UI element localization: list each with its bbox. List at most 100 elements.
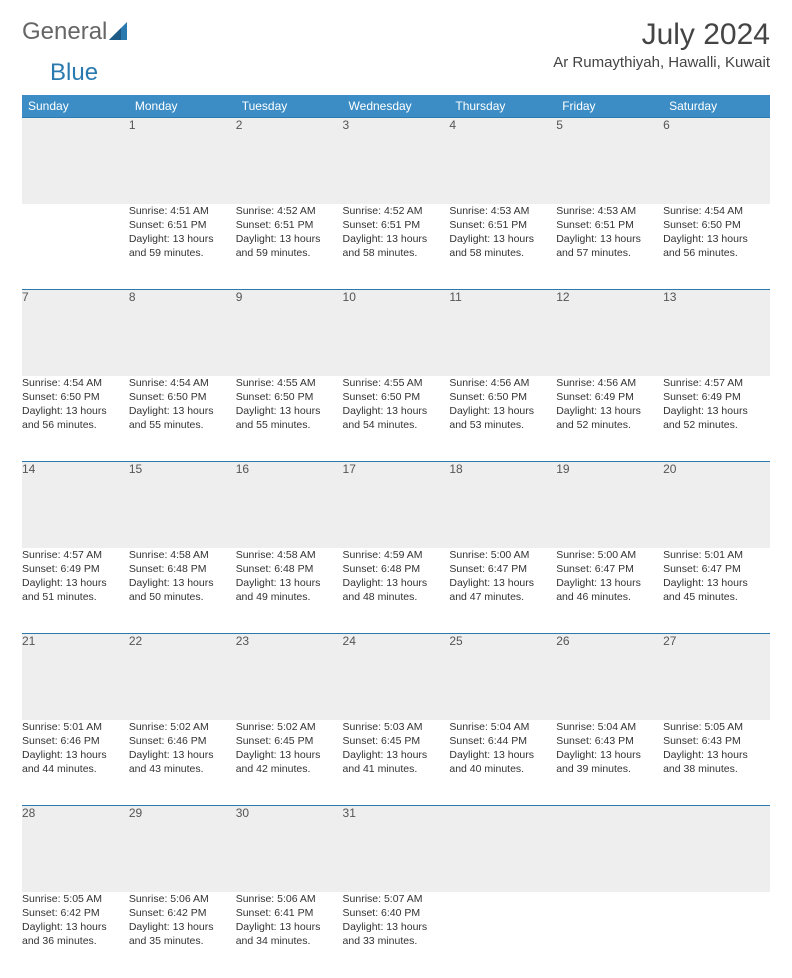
day-number: 6 bbox=[663, 118, 770, 204]
content-row: Sunrise: 5:05 AMSunset: 6:42 PMDaylight:… bbox=[22, 892, 770, 978]
day-line: Daylight: 13 hours bbox=[22, 576, 129, 590]
day-line: Sunset: 6:47 PM bbox=[663, 562, 770, 576]
day-line: Daylight: 13 hours bbox=[236, 576, 343, 590]
day-line: Sunrise: 5:05 AM bbox=[663, 720, 770, 734]
day-number: 1 bbox=[129, 118, 236, 204]
day-line: and 49 minutes. bbox=[236, 590, 343, 604]
day-line: and 55 minutes. bbox=[129, 418, 236, 432]
day-line: Sunrise: 4:59 AM bbox=[343, 548, 450, 562]
day-line: and 41 minutes. bbox=[343, 762, 450, 776]
day-number: 8 bbox=[129, 290, 236, 376]
content-row: Sunrise: 4:54 AMSunset: 6:50 PMDaylight:… bbox=[22, 376, 770, 462]
day-line: and 34 minutes. bbox=[236, 934, 343, 948]
day-line: and 52 minutes. bbox=[556, 418, 663, 432]
day-line: Daylight: 13 hours bbox=[556, 748, 663, 762]
day-line: Sunrise: 5:05 AM bbox=[22, 892, 129, 906]
day-cell bbox=[449, 892, 556, 978]
day-number: 29 bbox=[129, 806, 236, 892]
day-cell: Sunrise: 4:57 AMSunset: 6:49 PMDaylight:… bbox=[663, 376, 770, 462]
day-line: Daylight: 13 hours bbox=[129, 232, 236, 246]
day-line: Sunrise: 4:56 AM bbox=[556, 376, 663, 390]
day-number: 30 bbox=[236, 806, 343, 892]
day-line: Daylight: 13 hours bbox=[449, 404, 556, 418]
day-line: Sunrise: 5:06 AM bbox=[236, 892, 343, 906]
day-line: and 56 minutes. bbox=[22, 418, 129, 432]
day-line: and 44 minutes. bbox=[22, 762, 129, 776]
day-line: Sunrise: 4:56 AM bbox=[449, 376, 556, 390]
day-number: 18 bbox=[449, 462, 556, 548]
day-line: Daylight: 13 hours bbox=[129, 920, 236, 934]
day-line: and 47 minutes. bbox=[449, 590, 556, 604]
day-line: Sunset: 6:44 PM bbox=[449, 734, 556, 748]
day-line: Sunrise: 5:00 AM bbox=[556, 548, 663, 562]
day-line: Daylight: 13 hours bbox=[663, 576, 770, 590]
day-line: and 55 minutes. bbox=[236, 418, 343, 432]
day-line: Sunset: 6:47 PM bbox=[449, 562, 556, 576]
daynum-row: 78910111213 bbox=[22, 290, 770, 376]
daynum-row: 28293031 bbox=[22, 806, 770, 892]
day-line: Sunset: 6:50 PM bbox=[22, 390, 129, 404]
day-cell: Sunrise: 5:05 AMSunset: 6:42 PMDaylight:… bbox=[22, 892, 129, 978]
day-cell bbox=[556, 892, 663, 978]
title-block: July 2024 Ar Rumaythiyah, Hawalli, Kuwai… bbox=[553, 18, 770, 71]
day-line: and 58 minutes. bbox=[343, 246, 450, 260]
day-number bbox=[663, 806, 770, 892]
day-line: Sunset: 6:45 PM bbox=[343, 734, 450, 748]
day-line: Sunrise: 4:54 AM bbox=[129, 376, 236, 390]
day-line: and 38 minutes. bbox=[663, 762, 770, 776]
daynum-row: 123456 bbox=[22, 118, 770, 204]
day-line: Daylight: 13 hours bbox=[129, 404, 236, 418]
day-line: and 54 minutes. bbox=[343, 418, 450, 432]
day-cell: Sunrise: 5:01 AMSunset: 6:46 PMDaylight:… bbox=[22, 720, 129, 806]
day-line: Daylight: 13 hours bbox=[663, 232, 770, 246]
day-line: Sunset: 6:51 PM bbox=[236, 218, 343, 232]
day-cell: Sunrise: 5:05 AMSunset: 6:43 PMDaylight:… bbox=[663, 720, 770, 806]
day-line: and 52 minutes. bbox=[663, 418, 770, 432]
calendar-table: Sunday Monday Tuesday Wednesday Thursday… bbox=[22, 95, 770, 978]
weekday-header: Wednesday bbox=[343, 95, 450, 118]
day-line: Sunrise: 4:52 AM bbox=[343, 204, 450, 218]
day-cell: Sunrise: 4:58 AMSunset: 6:48 PMDaylight:… bbox=[236, 548, 343, 634]
day-number: 20 bbox=[663, 462, 770, 548]
day-line: and 45 minutes. bbox=[663, 590, 770, 604]
day-line: Sunrise: 5:04 AM bbox=[449, 720, 556, 734]
day-line: Sunset: 6:49 PM bbox=[22, 562, 129, 576]
day-line: and 57 minutes. bbox=[556, 246, 663, 260]
day-line: Daylight: 13 hours bbox=[343, 404, 450, 418]
day-line: Daylight: 13 hours bbox=[343, 748, 450, 762]
day-line: and 58 minutes. bbox=[449, 246, 556, 260]
day-line: Sunset: 6:42 PM bbox=[22, 906, 129, 920]
day-line: Sunrise: 5:02 AM bbox=[236, 720, 343, 734]
day-line: and 59 minutes. bbox=[129, 246, 236, 260]
content-row: Sunrise: 4:57 AMSunset: 6:49 PMDaylight:… bbox=[22, 548, 770, 634]
day-cell: Sunrise: 4:55 AMSunset: 6:50 PMDaylight:… bbox=[236, 376, 343, 462]
day-cell: Sunrise: 4:57 AMSunset: 6:49 PMDaylight:… bbox=[22, 548, 129, 634]
day-number: 25 bbox=[449, 634, 556, 720]
day-line: Sunrise: 4:57 AM bbox=[22, 548, 129, 562]
day-cell: Sunrise: 5:07 AMSunset: 6:40 PMDaylight:… bbox=[343, 892, 450, 978]
day-line: Daylight: 13 hours bbox=[343, 576, 450, 590]
day-cell: Sunrise: 4:53 AMSunset: 6:51 PMDaylight:… bbox=[556, 204, 663, 290]
day-number: 22 bbox=[129, 634, 236, 720]
day-line: Sunrise: 4:57 AM bbox=[663, 376, 770, 390]
content-row: Sunrise: 5:01 AMSunset: 6:46 PMDaylight:… bbox=[22, 720, 770, 806]
day-line: Sunset: 6:48 PM bbox=[129, 562, 236, 576]
weekday-header: Thursday bbox=[449, 95, 556, 118]
day-line: and 53 minutes. bbox=[449, 418, 556, 432]
day-line: Sunrise: 5:01 AM bbox=[663, 548, 770, 562]
day-cell: Sunrise: 4:53 AMSunset: 6:51 PMDaylight:… bbox=[449, 204, 556, 290]
day-line: and 40 minutes. bbox=[449, 762, 556, 776]
day-line: Sunset: 6:50 PM bbox=[236, 390, 343, 404]
day-line: Sunset: 6:50 PM bbox=[343, 390, 450, 404]
day-line: Daylight: 13 hours bbox=[449, 232, 556, 246]
day-line: Sunrise: 4:55 AM bbox=[343, 376, 450, 390]
day-line: Daylight: 13 hours bbox=[556, 232, 663, 246]
day-line: Sunset: 6:48 PM bbox=[343, 562, 450, 576]
logo: General bbox=[22, 18, 131, 46]
day-cell: Sunrise: 4:54 AMSunset: 6:50 PMDaylight:… bbox=[22, 376, 129, 462]
day-line: and 43 minutes. bbox=[129, 762, 236, 776]
day-cell: Sunrise: 4:54 AMSunset: 6:50 PMDaylight:… bbox=[663, 204, 770, 290]
day-line: and 46 minutes. bbox=[556, 590, 663, 604]
day-line: Sunset: 6:50 PM bbox=[449, 390, 556, 404]
day-line: Sunset: 6:49 PM bbox=[556, 390, 663, 404]
